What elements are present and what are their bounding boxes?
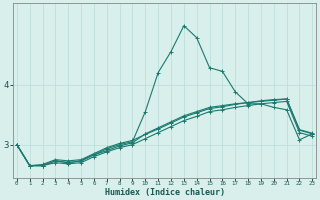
X-axis label: Humidex (Indice chaleur): Humidex (Indice chaleur) <box>105 188 225 197</box>
